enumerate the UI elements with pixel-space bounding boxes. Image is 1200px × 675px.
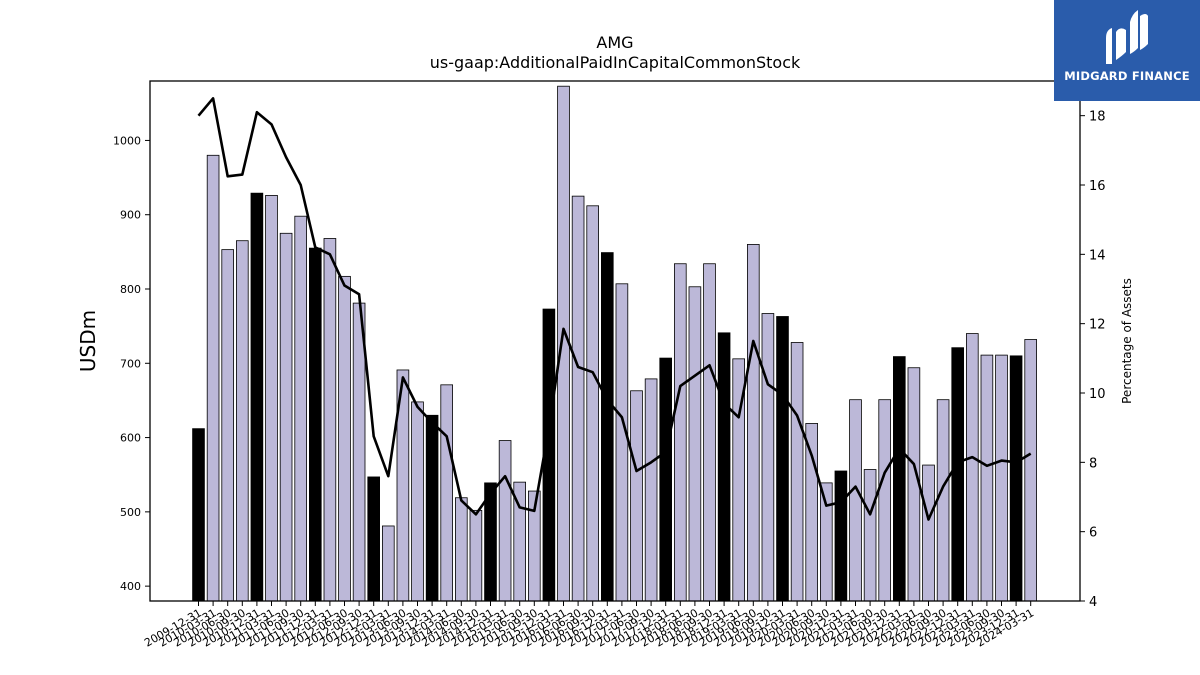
y2-tick-label: 14	[1089, 248, 1106, 263]
bar	[425, 414, 439, 602]
bar	[601, 252, 614, 602]
percentage-line	[197, 97, 1032, 521]
bar	[235, 240, 249, 602]
bar	[951, 347, 964, 602]
bar	[849, 399, 862, 602]
bar	[265, 194, 278, 602]
x-axis: 2009-12-312010-03-312010-06-302010-09-30…	[142, 601, 1036, 650]
bar	[688, 286, 702, 602]
bar	[644, 378, 658, 602]
bar	[790, 342, 804, 602]
bar	[863, 469, 877, 602]
y-tick-label: 900	[120, 209, 141, 222]
bar	[717, 332, 731, 602]
chart-subtitle: us-gaap:AdditionalPaidInCapitalCommonSto…	[430, 53, 801, 72]
y-tick-label: 800	[120, 283, 141, 296]
bar	[1024, 339, 1038, 602]
bar	[980, 354, 994, 602]
bar	[352, 302, 366, 602]
bar	[469, 509, 483, 602]
bar	[893, 356, 906, 602]
y-axis-right-label: Percentage of Assets	[1120, 278, 1134, 404]
bar	[250, 192, 264, 602]
bar	[440, 384, 453, 602]
y-axis-left-label: USDm	[76, 310, 100, 372]
bar	[659, 357, 672, 602]
bar	[571, 195, 585, 602]
y-tick-label: 400	[120, 580, 141, 593]
bar	[966, 333, 979, 602]
bar	[454, 497, 468, 602]
bar	[192, 428, 205, 602]
plot-frame	[149, 80, 1081, 602]
bar	[586, 205, 599, 602]
bar	[878, 399, 891, 602]
bar	[805, 423, 818, 602]
y-tick-label: 1000	[113, 134, 141, 147]
y-tick-label: 500	[120, 506, 141, 519]
y2-tick-label: 10	[1089, 387, 1106, 402]
bar	[630, 390, 643, 602]
brand-logo: MIDGARD FINANCE	[1054, 0, 1200, 101]
y2-tick-label: 12	[1089, 318, 1106, 333]
y2-tick-label: 8	[1089, 456, 1097, 471]
bar	[820, 482, 833, 602]
y-axis-right: 4 6 8 10 12 14 16 18	[1080, 110, 1106, 610]
bar	[703, 263, 716, 602]
y2-tick-label: 16	[1089, 179, 1106, 194]
y-tick-label: 600	[120, 432, 141, 445]
bar	[206, 154, 220, 602]
bar	[498, 440, 512, 602]
midgard-logo-icon	[1106, 10, 1148, 64]
bar	[411, 401, 424, 602]
line-series	[197, 97, 1032, 521]
bar	[834, 470, 848, 602]
bar	[922, 464, 935, 602]
bar	[1009, 355, 1023, 602]
bar	[557, 85, 570, 602]
y2-tick-label: 6	[1089, 526, 1097, 541]
bar	[995, 354, 1008, 602]
brand-name: MIDGARD FINANCE	[1064, 69, 1190, 83]
bar	[221, 249, 235, 602]
bar-series	[192, 85, 1038, 602]
bar	[747, 244, 760, 602]
y-axis-left: 400 500 600 700 800 900 1000	[113, 134, 150, 593]
bar	[615, 283, 629, 602]
bar	[279, 232, 293, 602]
bar	[367, 476, 380, 602]
bar	[381, 525, 395, 602]
y-tick-label: 700	[120, 357, 141, 370]
bar	[338, 275, 351, 602]
y2-tick-label: 4	[1089, 595, 1097, 610]
bar	[674, 263, 687, 602]
bar	[776, 316, 789, 602]
bar	[761, 313, 775, 602]
bar	[308, 247, 322, 602]
bar	[936, 399, 950, 602]
chart-title: AMG	[596, 33, 633, 52]
y2-tick-label: 18	[1089, 110, 1106, 125]
bar	[294, 215, 307, 602]
bar	[323, 238, 337, 602]
